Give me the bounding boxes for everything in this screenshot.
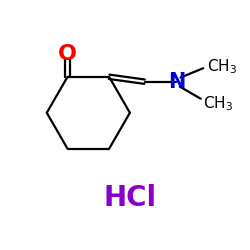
Text: O: O (58, 44, 77, 64)
Text: CH$_3$: CH$_3$ (203, 94, 233, 113)
Text: N: N (168, 72, 185, 92)
Text: HCl: HCl (103, 184, 156, 212)
Text: CH$_3$: CH$_3$ (207, 58, 237, 76)
